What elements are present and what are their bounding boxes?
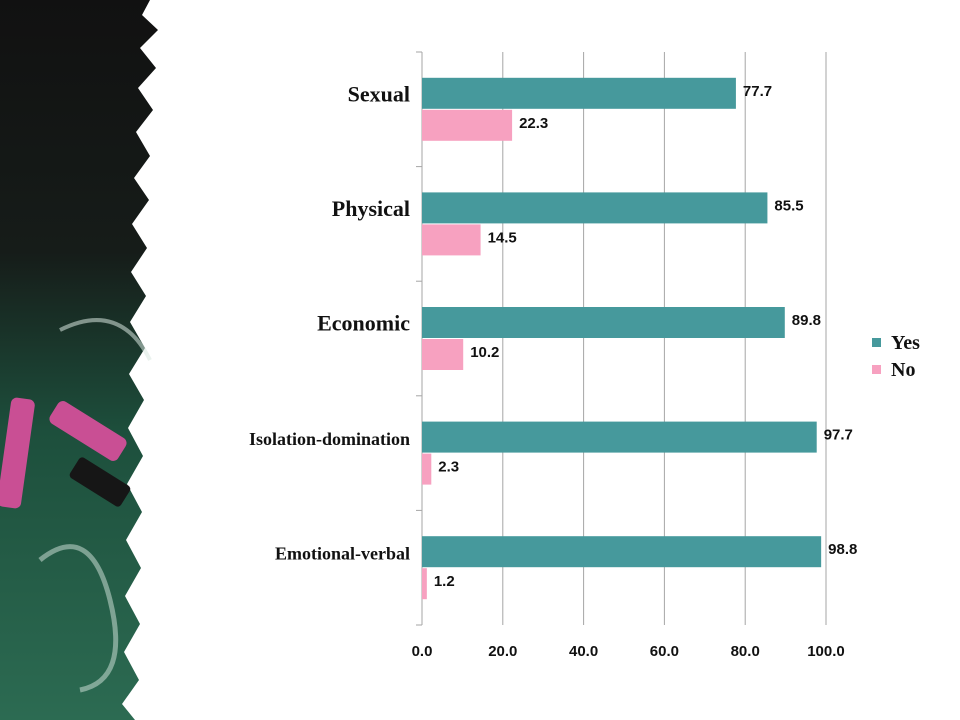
chalk-eraser xyxy=(69,457,131,507)
value-labels: 77.7 22.3 85.5 14.5 89.8 10.2 97.7 2.3 98.8 1.2 xyxy=(434,83,858,590)
x-tick-label: 100.0 xyxy=(807,643,845,660)
data-label-no: 22.3 xyxy=(519,115,548,132)
bar-no xyxy=(422,453,432,485)
bar-no xyxy=(422,109,513,141)
bar-no xyxy=(422,224,481,256)
chalkboard-panel xyxy=(0,0,158,720)
grid-lines xyxy=(416,51,827,626)
x-tick-label: 60.0 xyxy=(650,643,679,660)
x-tick-label: 80.0 xyxy=(731,643,760,660)
data-label-yes: 97.7 xyxy=(824,427,853,444)
bar-yes xyxy=(422,192,768,224)
data-label-yes: 89.8 xyxy=(792,312,821,329)
bar-no xyxy=(422,339,464,370)
legend: Yes No xyxy=(872,332,920,381)
data-label-yes: 98.8 xyxy=(828,541,857,558)
category-label: Emotional-verbal xyxy=(275,544,410,564)
legend-label-no: No xyxy=(891,359,915,381)
bar-yes xyxy=(422,307,785,338)
x-tick-label: 20.0 xyxy=(488,643,517,660)
bar-yes xyxy=(422,421,817,453)
category-label: Sexual xyxy=(348,81,410,106)
bar-no xyxy=(422,568,427,600)
data-label-no: 2.3 xyxy=(438,459,459,476)
data-label-no: 1.2 xyxy=(434,573,455,590)
category-label: Physical xyxy=(332,196,410,221)
category-labels: Sexual Physical Economic Isolation-dominati… xyxy=(249,81,410,563)
category-label: Economic xyxy=(317,311,410,336)
chalk-stick xyxy=(49,401,127,461)
legend-swatch-yes xyxy=(872,338,881,347)
legend-swatch-no xyxy=(872,365,881,374)
data-label-no: 14.5 xyxy=(488,229,517,246)
bar-yes xyxy=(422,536,822,568)
chalk-scribble xyxy=(38,544,119,693)
bars xyxy=(422,77,822,600)
x-tick-label: 0.0 xyxy=(412,643,433,660)
data-label-no: 10.2 xyxy=(470,344,499,361)
chalk-scribble xyxy=(59,318,152,361)
bar-yes xyxy=(422,77,736,109)
legend-label-yes: Yes xyxy=(891,332,920,354)
data-label-yes: 85.5 xyxy=(774,197,803,214)
x-tick-label: 40.0 xyxy=(569,643,598,660)
chalk-stick xyxy=(0,397,35,509)
x-axis-ticks: 0.0 20.0 40.0 60.0 80.0 100.0 xyxy=(412,643,845,660)
data-label-yes: 77.7 xyxy=(743,83,772,100)
category-label: Isolation-domination xyxy=(249,429,410,449)
